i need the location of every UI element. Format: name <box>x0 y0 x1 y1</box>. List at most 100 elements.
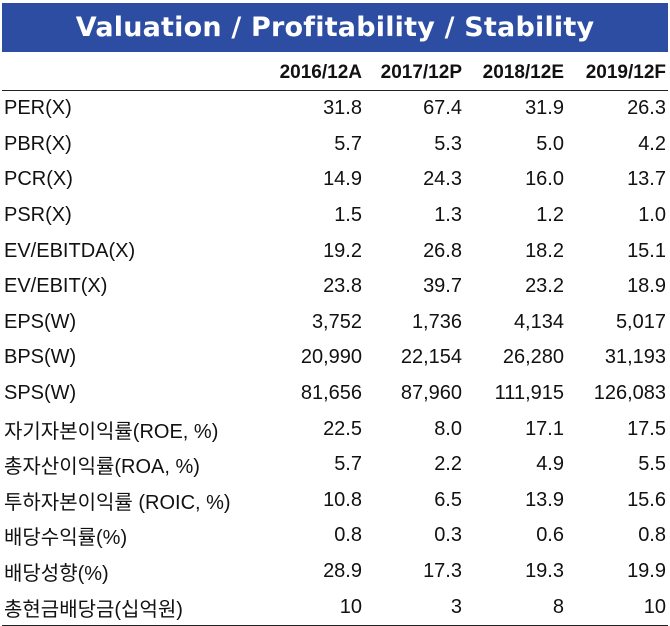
row-value: 4.9 <box>536 453 564 476</box>
row-value: 5.3 <box>434 132 462 155</box>
row-value: 39.7 <box>423 275 462 298</box>
row-value: 8.0 <box>434 417 462 440</box>
table-row: 투하자본이익률 (ROIC, %) 10.8 6.5 13.9 15.6 <box>2 483 668 519</box>
header-cell-2018-12e: 2018/12E <box>464 56 566 91</box>
row-value: 1,736 <box>411 310 462 333</box>
row-value: 5.7 <box>334 132 362 155</box>
row-label: 자기자본이익률(ROE, %) <box>4 420 219 443</box>
row-value: 1.5 <box>334 204 362 227</box>
row-value: 18.2 <box>525 239 564 262</box>
row-value: 5.7 <box>334 453 362 476</box>
row-value: 28.9 <box>323 560 362 583</box>
row-value: 111,915 <box>494 382 564 405</box>
row-value: 23.8 <box>323 275 362 298</box>
row-value: 20,990 <box>300 346 362 369</box>
table-row: 배당성향(%) 28.9 17.3 19.3 19.9 <box>2 554 668 590</box>
table-header: 2016/12A 2017/12P 2018/12E 2019/12F <box>2 56 668 91</box>
row-value: 1.3 <box>434 204 462 227</box>
row-label: PER(X) <box>4 97 72 120</box>
table-row: PER(X) 31.8 67.4 31.9 26.3 <box>2 91 668 127</box>
row-value: 67.4 <box>423 97 462 120</box>
row-value: 17.1 <box>525 417 564 440</box>
row-value: 0.3 <box>434 524 462 547</box>
row-label: PSR(X) <box>4 204 72 227</box>
row-value: 24.3 <box>423 168 462 191</box>
table-row: BPS(W) 20,990 22,154 26,280 31,193 <box>2 340 668 376</box>
row-value: 15.6 <box>627 488 666 511</box>
row-value: 26.8 <box>423 239 462 262</box>
row-label: PCR(X) <box>4 168 73 191</box>
table-row: PBR(X) 5.7 5.3 5.0 4.2 <box>2 127 668 163</box>
table-row: EV/EBITDA(X) 19.2 26.8 18.2 15.1 <box>2 233 668 269</box>
row-value: 31,193 <box>604 346 666 369</box>
row-value: 1.2 <box>536 204 564 227</box>
row-label: SPS(W) <box>4 382 77 405</box>
valuation-table: 2016/12A 2017/12P 2018/12E 2019/12F PER(… <box>2 56 668 626</box>
header-cell-2017-12p: 2017/12P <box>364 56 464 91</box>
row-label: EPS(W) <box>4 310 77 333</box>
row-value: 0.8 <box>334 524 362 547</box>
row-label: 투하자본이익률 (ROIC, %) <box>4 491 231 514</box>
header-cell-2016-12a: 2016/12A <box>264 56 364 91</box>
row-value: 18.9 <box>627 275 666 298</box>
row-value: 26.3 <box>627 97 666 120</box>
row-value: 10 <box>264 589 364 626</box>
row-value: 14.9 <box>323 168 362 191</box>
row-value: 5,017 <box>615 310 666 333</box>
table-row: EV/EBIT(X) 23.8 39.7 23.2 18.9 <box>2 269 668 305</box>
row-value: 81,656 <box>300 382 362 405</box>
row-label: PBR(X) <box>4 132 72 155</box>
row-value: 23.2 <box>525 275 564 298</box>
row-value: 19.2 <box>323 239 362 262</box>
row-value: 1.0 <box>638 204 666 227</box>
table-body: PER(X) 31.8 67.4 31.9 26.3 PBR(X) 5.7 5.3 5.0 4.2… <box>2 91 668 626</box>
row-value: 26,280 <box>502 346 564 369</box>
row-value: 19.9 <box>627 560 666 583</box>
row-label: 배당수익률(%) <box>4 527 128 550</box>
row-label: 총현금배당금(십억원) <box>2 589 264 626</box>
row-value: 0.8 <box>638 524 666 547</box>
row-value: 19.3 <box>525 560 564 583</box>
row-label: EV/EBIT(X) <box>4 275 108 298</box>
row-value: 87,960 <box>400 382 462 405</box>
row-value: 13.7 <box>627 168 666 191</box>
row-value: 22.5 <box>323 417 362 440</box>
table-row: EPS(W) 3,752 1,736 4,134 5,017 <box>2 305 668 341</box>
row-value: 4.2 <box>638 132 666 155</box>
row-value: 10 <box>566 589 668 626</box>
row-value: 3,752 <box>311 310 362 333</box>
table-row: SPS(W) 81,656 87,960 111,915 126,083 <box>2 376 668 412</box>
row-label: 총자산이익률(ROA, %) <box>4 456 200 479</box>
row-value: 126,083 <box>593 382 666 405</box>
row-value: 31.8 <box>323 97 362 120</box>
table-row: 자기자본이익률(ROE, %) 22.5 8.0 17.1 17.5 <box>2 411 668 447</box>
row-value: 0.6 <box>536 524 564 547</box>
row-value: 16.0 <box>525 168 564 191</box>
table-row: PCR(X) 14.9 24.3 16.0 13.7 <box>2 162 668 198</box>
row-label: 배당성향(%) <box>4 563 109 586</box>
header-row: 2016/12A 2017/12P 2018/12E 2019/12F <box>2 56 668 91</box>
header-cell-2019-12f: 2019/12F <box>566 56 668 91</box>
row-value: 31.9 <box>525 97 564 120</box>
row-value: 22,154 <box>400 346 462 369</box>
row-value: 13.9 <box>525 488 564 511</box>
row-value: 3 <box>364 589 464 626</box>
row-value: 8 <box>464 589 566 626</box>
table-row: 배당수익률(%) 0.8 0.3 0.6 0.8 <box>2 518 668 554</box>
row-value: 2.2 <box>434 453 462 476</box>
row-value: 15.1 <box>627 239 666 262</box>
table-title: Valuation / Profitability / Stability <box>2 3 668 52</box>
row-value: 5.0 <box>536 132 564 155</box>
table-row: 총현금배당금(십억원) 10 3 8 10 <box>2 589 668 626</box>
table-row: 총자산이익률(ROA, %) 5.7 2.2 4.9 5.5 <box>2 447 668 483</box>
row-value: 5.5 <box>638 453 666 476</box>
row-label: EV/EBITDA(X) <box>4 239 136 262</box>
table-row: PSR(X) 1.5 1.3 1.2 1.0 <box>2 198 668 234</box>
row-value: 4,134 <box>513 310 564 333</box>
row-label: BPS(W) <box>4 346 77 369</box>
row-value: 17.3 <box>423 560 462 583</box>
row-value: 17.5 <box>627 417 666 440</box>
header-cell-label <box>2 56 264 91</box>
row-value: 6.5 <box>434 488 462 511</box>
row-value: 10.8 <box>323 488 362 511</box>
